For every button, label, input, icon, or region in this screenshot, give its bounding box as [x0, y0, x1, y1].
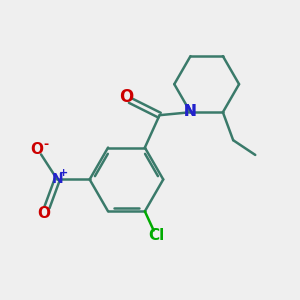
Text: Cl: Cl: [148, 228, 165, 243]
Text: O: O: [38, 206, 50, 221]
Text: N: N: [184, 104, 197, 119]
Text: O: O: [119, 88, 134, 106]
Text: O: O: [30, 142, 43, 157]
Text: N: N: [51, 172, 63, 186]
Text: N: N: [184, 104, 197, 119]
Text: -: -: [44, 138, 49, 151]
Text: +: +: [59, 168, 68, 178]
